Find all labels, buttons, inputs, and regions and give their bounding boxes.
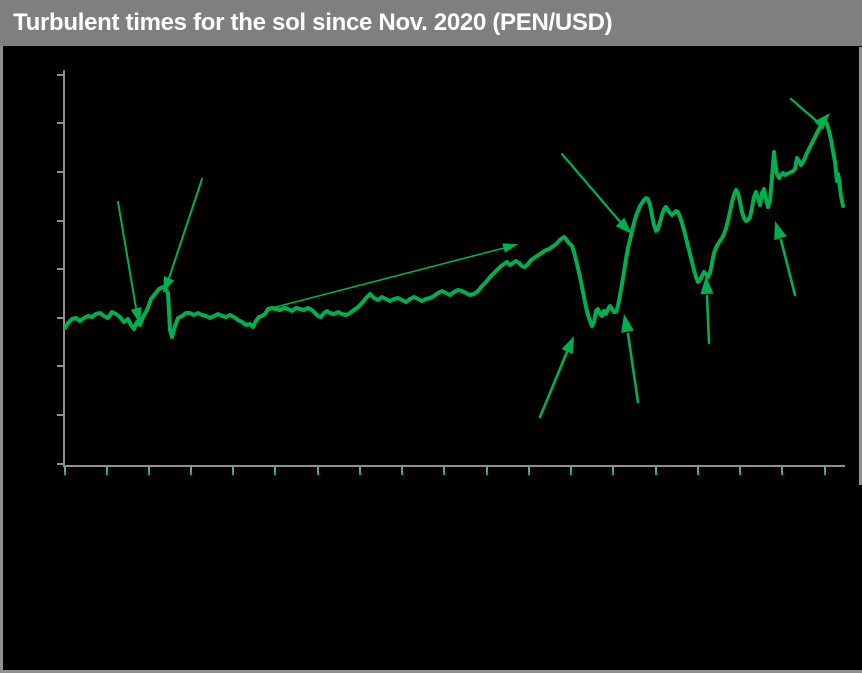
annotation-arrow-head	[163, 276, 175, 293]
annotation-arrow-head	[814, 113, 830, 130]
annotation-arrow-head	[774, 221, 787, 241]
annotation-arrow-shaft	[560, 152, 624, 226]
title-bar: Turbulent times for the sol since Nov. 2…	[0, 0, 862, 46]
pen-usd-line	[63, 119, 845, 339]
annotation-arrow-shaft	[167, 178, 203, 282]
annotation-arrow-head	[615, 217, 632, 234]
bottom-border	[0, 670, 862, 673]
left-border	[0, 45, 3, 673]
annotation-arrow-head	[621, 314, 634, 333]
annotation-arrow-shaft	[538, 350, 569, 419]
annotation-arrow-head	[700, 276, 714, 295]
annotation-arrow-shaft	[267, 247, 505, 310]
annotation-arrow-shaft	[626, 332, 640, 404]
right-border	[859, 47, 862, 485]
annotation-arrow-shaft	[117, 201, 137, 309]
annotation-arrow-shaft	[789, 97, 822, 126]
page-title: Turbulent times for the sol since Nov. 2…	[13, 9, 613, 36]
annotation-arrow-head	[561, 336, 574, 354]
annotation-arrow-head	[502, 243, 518, 253]
annotation-arrow-shaft	[705, 294, 711, 345]
annotation-arrow-shaft	[779, 238, 797, 297]
annotation-arrow-head	[130, 307, 142, 324]
